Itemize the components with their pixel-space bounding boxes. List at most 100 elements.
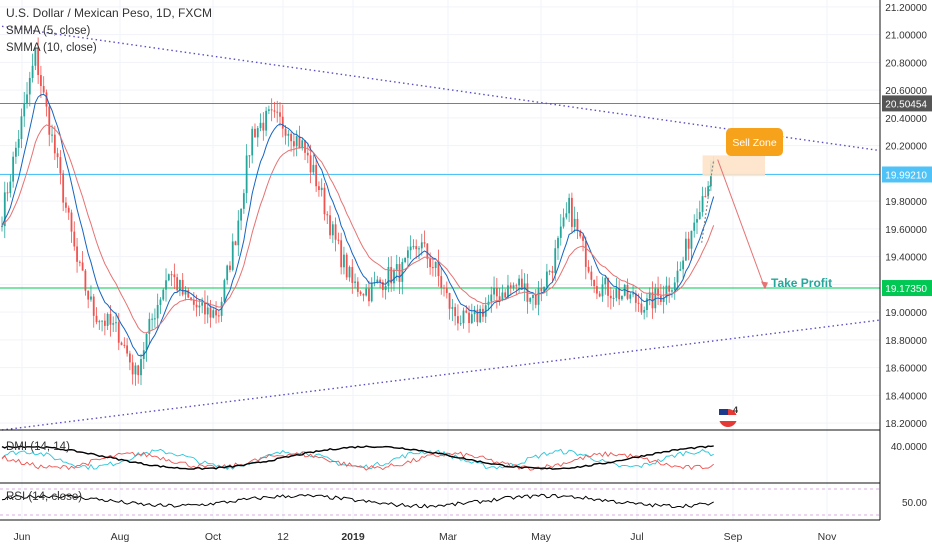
smma5-line <box>1 93 715 357</box>
candle-body <box>212 310 215 318</box>
candle-body <box>229 265 231 270</box>
candle-body <box>109 313 112 325</box>
x-tick-label: Aug <box>111 531 130 543</box>
candle-body <box>53 134 56 154</box>
chart-title: U.S. Dollar / Mexican Peso, 1D, FXCM <box>6 6 213 20</box>
candle-body <box>123 344 126 346</box>
candle-body <box>359 291 362 294</box>
price-level-tag <box>882 95 932 112</box>
candle-body <box>598 293 601 297</box>
y-tick-label: 18.60000 <box>885 364 927 375</box>
y-tick-label: 19.40000 <box>885 253 927 264</box>
candle-body <box>6 192 9 194</box>
candle-body <box>170 274 173 276</box>
candle-body <box>504 292 507 298</box>
candle-body <box>501 292 504 301</box>
candle-body <box>234 241 237 246</box>
candle-body <box>498 296 501 301</box>
candle-body <box>28 77 31 95</box>
candle-body <box>217 315 220 317</box>
candle-body <box>448 293 451 309</box>
candle-body <box>73 231 76 247</box>
candle-body <box>540 287 543 292</box>
candle-body <box>70 212 73 232</box>
candle-body <box>468 312 470 324</box>
rsi-line <box>1 493 714 509</box>
candle-body <box>192 299 195 305</box>
candle-body <box>198 305 201 308</box>
candle-body <box>156 304 159 319</box>
candle-body <box>529 298 532 302</box>
arrow-head <box>761 281 768 290</box>
candle-body <box>34 48 37 66</box>
candle-body <box>582 236 584 241</box>
y-tick-label: 19.80000 <box>885 197 927 208</box>
candle-body <box>348 267 351 278</box>
candle-body <box>648 292 651 299</box>
dmi-axis-label: 40.0000 <box>891 442 928 453</box>
trendline-resistance <box>1 25 932 159</box>
candle-body <box>209 307 212 318</box>
candle-body <box>167 274 170 281</box>
candle-body <box>615 288 618 298</box>
candle-body <box>301 140 304 149</box>
candle-body <box>128 353 131 363</box>
candle-body <box>684 238 687 261</box>
candle-body <box>115 322 117 324</box>
candle-body <box>154 318 156 320</box>
candle-body <box>1 226 3 228</box>
candle-body <box>415 246 418 250</box>
candle-body <box>151 318 154 320</box>
candle-body <box>337 239 340 241</box>
candle-body <box>365 288 368 296</box>
sell-zone-box <box>702 155 765 177</box>
candle-body <box>248 155 251 157</box>
candle-body <box>612 297 615 299</box>
candle-body <box>626 284 629 299</box>
y-tick-label: 19.00000 <box>885 308 927 319</box>
candle-body <box>401 261 404 282</box>
candle-body <box>379 279 381 283</box>
candle-body <box>284 128 287 136</box>
candle-body <box>454 307 457 317</box>
candle-body <box>576 218 579 231</box>
candle-body <box>409 246 412 251</box>
y-tick-label: 20.40000 <box>885 114 927 125</box>
candle-body <box>698 212 701 220</box>
candle-body <box>65 202 67 208</box>
candle-body <box>509 285 512 288</box>
candle-body <box>165 280 167 290</box>
candle-body <box>587 266 590 272</box>
candle-body <box>418 248 420 250</box>
candle-body <box>682 260 684 270</box>
candle-body <box>206 307 209 315</box>
candle-body <box>520 278 523 290</box>
candle-body <box>343 254 345 268</box>
candle-body <box>584 240 587 267</box>
candle-body <box>356 281 359 292</box>
candle-body <box>195 304 198 308</box>
candle-body <box>354 281 356 283</box>
candle-body <box>559 226 562 238</box>
candle-body <box>293 141 295 147</box>
candle-body <box>512 285 515 288</box>
candle-body <box>101 320 103 322</box>
candle-body <box>412 246 415 248</box>
candle-body <box>59 157 62 174</box>
candle-body <box>103 320 106 326</box>
x-tick-label: Jul <box>630 531 643 543</box>
candle-body <box>445 288 448 294</box>
x-tick-label: Oct <box>205 531 221 543</box>
candle-body <box>665 285 668 298</box>
candle-body <box>404 257 406 262</box>
time-axis: Jun Aug Oct 12 2019 Mar May Jul Sep Nov <box>14 531 838 543</box>
candle-body <box>9 181 12 194</box>
candle-body <box>465 310 468 313</box>
candle-body <box>281 116 284 129</box>
candle-body <box>462 310 465 324</box>
candle-body <box>646 298 648 310</box>
candle-body <box>148 318 151 334</box>
candle-body <box>637 302 640 304</box>
candle-body <box>596 286 598 294</box>
